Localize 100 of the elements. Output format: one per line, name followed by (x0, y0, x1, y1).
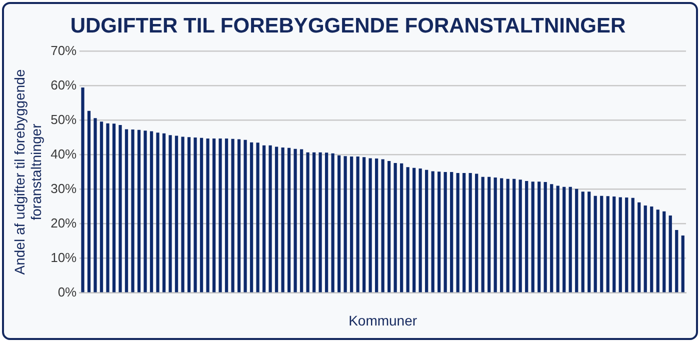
bar (262, 145, 266, 292)
bar (538, 182, 541, 292)
bar (306, 152, 310, 292)
bar (418, 168, 422, 292)
bar (544, 182, 547, 292)
bar (256, 142, 260, 292)
y-axis-title: Andel af udgifter til forebyggende foranstaltninger (11, 69, 44, 275)
bar (481, 176, 484, 292)
bar (500, 178, 504, 292)
bar (100, 122, 104, 292)
bar (181, 136, 184, 292)
bar (606, 196, 610, 292)
bar (525, 180, 528, 292)
bar (668, 215, 672, 292)
bar (206, 138, 210, 292)
y-tick-label: 10% (50, 250, 78, 265)
bar (656, 210, 660, 292)
bar (224, 138, 228, 292)
bar (187, 137, 191, 292)
bar (106, 123, 110, 292)
y-tick-label: 40% (50, 146, 78, 162)
bar (374, 158, 378, 292)
bar (344, 156, 347, 292)
bar (462, 173, 466, 292)
bar (456, 173, 460, 292)
bar (331, 153, 334, 292)
bar (438, 172, 441, 292)
bar (631, 198, 634, 292)
bar (168, 135, 172, 292)
bar (444, 172, 447, 292)
bar (137, 130, 141, 292)
bar (274, 146, 278, 292)
bar (494, 178, 497, 292)
bar (194, 137, 197, 292)
bar (294, 148, 297, 292)
bar (412, 168, 416, 292)
bar (468, 173, 472, 292)
y-tick-label: 60% (50, 77, 78, 92)
bar (156, 132, 160, 292)
bar (174, 136, 178, 292)
x-axis-title: Kommuner (348, 312, 418, 328)
bar (394, 163, 397, 292)
bar (218, 138, 222, 292)
bar (300, 149, 304, 292)
bar (268, 145, 272, 292)
bar (237, 139, 241, 292)
chart-title: UDGIFTER TIL FOREBYGGENDE FORANSTALTNINGER (70, 14, 626, 38)
bar (94, 118, 97, 292)
bar (550, 184, 554, 292)
bar (162, 133, 166, 292)
bar (562, 186, 566, 292)
y-tick-label: 50% (50, 112, 78, 127)
bar (324, 152, 328, 292)
bar (625, 198, 628, 292)
bar (675, 230, 678, 292)
bar (531, 182, 534, 292)
bar (244, 140, 247, 292)
bar (150, 131, 154, 292)
bar (350, 156, 354, 292)
bar (281, 147, 284, 292)
bar (568, 186, 572, 292)
y-tick-label: 70% (50, 42, 78, 58)
bar (356, 156, 360, 292)
y-tick-label: 30% (50, 180, 78, 196)
bar (475, 174, 478, 292)
bar (600, 196, 604, 292)
bar (650, 206, 654, 292)
bar (118, 125, 122, 292)
bar (618, 197, 622, 292)
bar (506, 178, 510, 292)
bar (575, 188, 578, 292)
bar (644, 205, 647, 292)
bar (131, 130, 134, 292)
bar (112, 124, 116, 292)
bar (200, 138, 204, 292)
bar (81, 87, 84, 292)
bar (87, 110, 91, 292)
y-tick-label: 0% (58, 284, 78, 300)
bar (594, 196, 597, 292)
bar (450, 172, 454, 292)
bar (662, 211, 666, 292)
bar (556, 186, 560, 292)
bar (250, 142, 254, 292)
bar (518, 180, 522, 292)
y-tick-label: 20% (50, 215, 78, 230)
bar (488, 176, 491, 292)
bar (588, 192, 591, 292)
bar (612, 196, 616, 292)
bar (362, 157, 366, 292)
bar (212, 138, 216, 292)
bar (400, 163, 404, 292)
bar (381, 159, 384, 292)
bar (287, 148, 291, 292)
bar (581, 192, 584, 292)
bar (406, 167, 410, 292)
bar (638, 202, 641, 292)
bar (318, 152, 322, 292)
bar (425, 170, 428, 292)
bar (512, 178, 516, 292)
bar (124, 129, 128, 292)
